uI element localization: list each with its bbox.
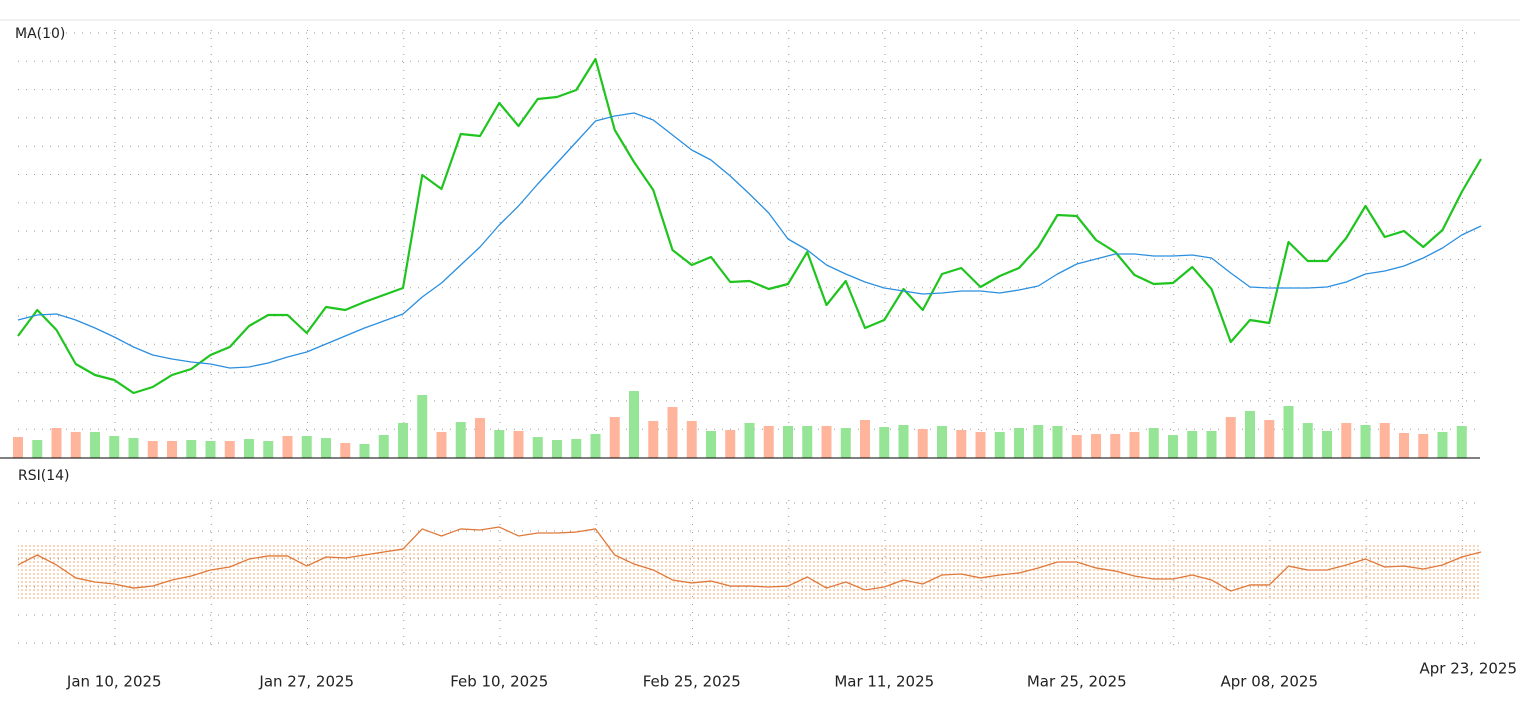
volume-bar [359,444,370,458]
volume-bar [244,439,254,458]
volume-bar [1129,432,1140,458]
volume-bar [1225,417,1236,458]
volume-bar [321,438,331,458]
volume-bar [1245,411,1255,458]
volume-bar [552,440,562,458]
volume-bar [90,432,100,458]
volume-bar [648,421,659,458]
panel-title: RSI(14) [18,468,69,484]
volume-bar [186,440,197,458]
volume-bar [1187,431,1198,458]
volume-bar [475,418,485,458]
volume-bar [1418,434,1429,458]
volume-bar [590,434,601,458]
volume-bar [436,432,447,458]
x-tick-label: Jan 10, 2025 [66,673,162,691]
volume-bar [1014,428,1024,458]
volume-bar [667,407,678,458]
volume-bar [1322,431,1332,458]
volume-bar [513,431,524,458]
plot [0,57,1482,599]
volume-bar [1341,423,1352,458]
volume-bar [725,430,736,458]
volume-bar [956,430,967,458]
rsi-band [18,545,1481,599]
volume-bar [494,430,505,458]
volume-bar [1264,420,1275,458]
volume-bar [70,432,81,458]
volume-bar [51,428,62,458]
x-tick-label: Apr 08, 2025 [1220,673,1318,691]
volume-bar [1206,431,1217,458]
volume-bar [763,426,774,458]
volume-bar [879,427,890,458]
volume-bar [744,423,755,458]
volume-bar [802,426,813,458]
volume-bar [821,426,832,458]
x-tick-label: Apr 23, 2025 [1419,660,1517,678]
panel-title: MA(10) [15,26,65,42]
volume-bar [147,441,158,458]
volume-bar [629,391,639,458]
volume-bar [398,423,408,458]
volume-bar [1399,433,1409,458]
volume-bar [860,420,870,458]
series-line [17,57,1482,395]
volume-bar [340,443,351,458]
volume-bar [109,436,120,458]
volume-bar [128,438,139,458]
volume-bar [32,440,43,458]
volume-bar [1283,406,1294,458]
volume-bar [1033,425,1044,458]
grid [18,30,1480,650]
volume-bar [205,441,216,458]
x-tick-label: Jan 27, 2025 [258,673,354,691]
volume-bar [917,429,928,458]
volume-bar [282,436,293,458]
volume-bar [571,439,582,458]
volume-bar [224,441,235,458]
volume-bar [994,432,1005,458]
x-tick-label: Mar 25, 2025 [1027,673,1127,691]
volume-bar [975,432,986,458]
volume-bar [1437,432,1448,458]
volume-bar [1456,426,1467,458]
volume-bar [1360,425,1371,458]
series-line [17,112,1482,369]
volume-bar [13,437,23,458]
volume-bar [609,417,620,458]
x-tick-label: Feb 25, 2025 [643,673,741,691]
volume-bar [937,426,947,458]
volume-bar [1052,426,1063,458]
volume-bar [455,422,466,458]
x-tick-label: Mar 11, 2025 [834,673,934,691]
volume-bar [263,441,274,458]
x-tick-label: Feb 10, 2025 [450,673,548,691]
volume-bar [417,395,428,458]
volume-bar [783,426,793,458]
volume-bar [167,441,177,458]
volume-bar [1148,428,1159,458]
series-line [17,526,1482,592]
volume-bar [1302,423,1313,458]
volume-bar [378,435,389,458]
volume-bar [898,425,909,458]
volume-bar [686,421,697,458]
volume-bar [840,428,851,458]
volume-bar [532,437,543,458]
volume-bar [1168,435,1178,458]
volume-bar [1110,434,1121,458]
volume-bar [706,431,716,458]
volume-bar [1091,434,1101,458]
volume-bar [301,436,312,458]
volume-bar [1379,423,1390,458]
volume-bar [1071,435,1082,458]
